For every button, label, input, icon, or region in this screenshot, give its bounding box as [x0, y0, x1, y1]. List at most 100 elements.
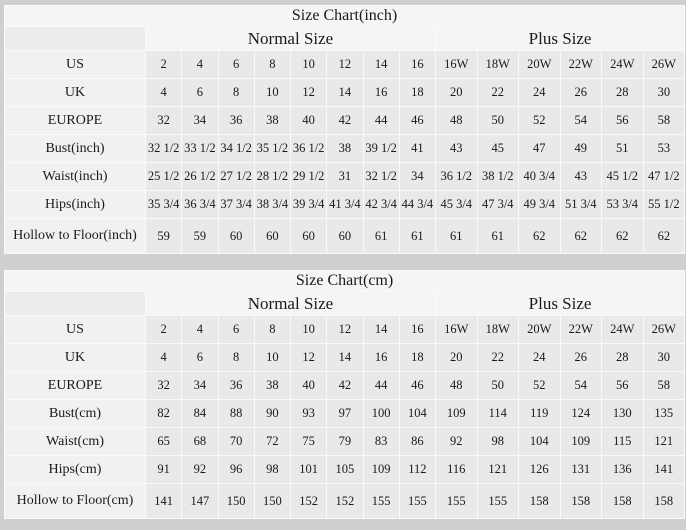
size-cell: 121	[642, 427, 686, 456]
size-cell: 18	[398, 343, 437, 372]
size-cell: 100	[362, 399, 400, 428]
size-cell: 52	[518, 106, 561, 135]
size-cell: 45	[476, 134, 519, 163]
size-cell: 22	[476, 78, 519, 107]
size-cell: 37 3/4	[217, 190, 255, 219]
row-label: Bust(inch)	[4, 134, 146, 163]
size-cell: 12	[326, 315, 364, 344]
size-cell: 60	[253, 218, 292, 254]
size-cell: 109	[362, 455, 400, 484]
size-cell: 16W	[435, 315, 478, 344]
size-cell: 40	[289, 106, 328, 135]
size-cell: 16W	[435, 50, 478, 79]
plus-size-header: Plus Size	[434, 291, 686, 316]
header-corner-cell	[4, 26, 146, 51]
size-cell: 34	[398, 162, 437, 191]
size-cell: 12	[326, 50, 364, 79]
size-cell: 33 1/2	[181, 134, 219, 163]
size-cell: 4	[144, 78, 183, 107]
size-cell: 56	[601, 106, 644, 135]
size-cell: 42	[326, 371, 364, 400]
size-cell: 22W	[559, 50, 602, 79]
size-cell: 136	[601, 455, 644, 484]
size-cell: 12	[289, 78, 328, 107]
size-cell: 2	[144, 315, 183, 344]
size-cell: 79	[326, 427, 364, 456]
size-cell: 38 1/2	[476, 162, 519, 191]
size-cell: 39 3/4	[289, 190, 328, 219]
size-cell: 36 1/2	[435, 162, 478, 191]
size-cell: 158	[642, 483, 686, 519]
size-cell: 152	[326, 483, 364, 519]
size-cell: 35 3/4	[144, 190, 183, 219]
chart-title: Size Chart(inch)	[3, 5, 686, 27]
size-cell: 18W	[476, 315, 519, 344]
size-cell: 48	[435, 106, 478, 135]
size-cell: 105	[326, 455, 364, 484]
size-cell: 75	[289, 427, 328, 456]
size-cell: 20W	[518, 50, 561, 79]
group-header-row: Normal Size Plus Size	[4, 26, 686, 51]
size-cell: 38	[326, 134, 364, 163]
size-cell: 47 3/4	[476, 190, 519, 219]
size-cell: 58	[642, 106, 686, 135]
size-cell: 6	[217, 50, 255, 79]
size-cell: 124	[559, 399, 602, 428]
size-cell: 30	[642, 343, 686, 372]
row-label: EUROPE	[4, 371, 146, 400]
size-cell: 62	[518, 218, 561, 254]
size-cell: 43	[435, 134, 478, 163]
size-cell: 49 3/4	[518, 190, 561, 219]
size-cell: 54	[559, 106, 602, 135]
size-cell: 51 3/4	[559, 190, 602, 219]
size-cell: 32 1/2	[144, 134, 183, 163]
size-cell: 59	[181, 218, 219, 254]
size-cell: 104	[398, 399, 437, 428]
size-cell: 112	[398, 455, 437, 484]
size-cell: 155	[362, 483, 400, 519]
size-cell: 6	[181, 78, 219, 107]
size-cell: 42 3/4	[362, 190, 400, 219]
size-cell: 70	[217, 427, 255, 456]
size-cell: 116	[435, 455, 478, 484]
table-row: US 2 4 6 8 10 12 14 16 16W 18W 20W 22W 24W 26W	[4, 50, 686, 79]
size-cell: 41 3/4	[326, 190, 364, 219]
size-cell: 86	[398, 427, 437, 456]
normal-size-header: Normal Size	[145, 26, 436, 51]
size-cell: 20	[435, 343, 478, 372]
size-cell: 55 1/2	[642, 190, 686, 219]
size-cell: 20	[435, 78, 478, 107]
size-cell: 126	[518, 455, 561, 484]
size-cell: 158	[518, 483, 561, 519]
size-cell: 27 1/2	[217, 162, 255, 191]
size-cell: 155	[398, 483, 437, 519]
size-cell: 98	[476, 427, 519, 456]
header-corner-cell	[4, 291, 146, 316]
size-cell: 6	[217, 315, 255, 344]
title-row: Size Chart(cm)	[3, 270, 686, 292]
size-cell: 10	[289, 50, 328, 79]
size-cell: 34	[181, 371, 219, 400]
size-cell: 38	[253, 106, 292, 135]
table-row: UK 4 6 8 10 12 14 16 18 20 22 24 26 28 30	[4, 78, 686, 107]
size-cell: 44 3/4	[398, 190, 437, 219]
size-cell: 101	[289, 455, 328, 484]
table-row: Hollow to Floor(cm) 141 147 150 150 152 152 155…	[4, 483, 686, 519]
size-cell: 8	[217, 78, 255, 107]
size-cell: 44	[362, 371, 400, 400]
size-cell: 83	[362, 427, 400, 456]
size-cell: 158	[559, 483, 602, 519]
size-cell: 114	[476, 399, 519, 428]
size-cell: 32	[144, 106, 183, 135]
size-cell: 28	[601, 343, 644, 372]
size-cell: 135	[642, 399, 686, 428]
group-header-row: Normal Size Plus Size	[4, 291, 686, 316]
normal-size-header: Normal Size	[145, 291, 436, 316]
size-cell: 40 3/4	[518, 162, 561, 191]
size-chart-inch-table: Size Chart(inch) Normal Size Plus Size US 2 4…	[3, 5, 686, 254]
size-cell: 104	[518, 427, 561, 456]
size-cell: 10	[289, 315, 328, 344]
size-cell: 48	[435, 371, 478, 400]
size-cell: 34	[181, 106, 219, 135]
size-cell: 22W	[559, 315, 602, 344]
